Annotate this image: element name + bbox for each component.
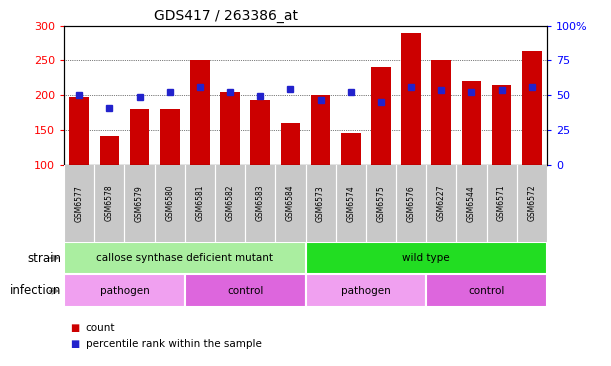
Text: callose synthase deficient mutant: callose synthase deficient mutant [97,253,273,263]
Bar [401,33,421,165]
Text: GSM6573: GSM6573 [316,185,325,221]
Bar [492,85,511,165]
Bar [280,123,300,165]
Text: GSM6544: GSM6544 [467,185,476,221]
Text: GSM6577: GSM6577 [75,185,84,221]
Bar [100,136,119,165]
Text: GSM6584: GSM6584 [286,185,295,221]
Text: GSM6576: GSM6576 [406,185,415,221]
Bar [306,242,547,274]
Text: GSM6575: GSM6575 [376,185,386,221]
Text: GSM6579: GSM6579 [135,185,144,221]
Bar [341,133,360,165]
Text: infection: infection [10,284,61,298]
Bar [311,95,331,165]
Bar [185,274,306,307]
Bar [64,274,185,307]
Text: ■: ■ [70,339,79,349]
Text: GSM6571: GSM6571 [497,185,506,221]
Bar [70,97,89,165]
Bar [130,109,149,165]
Bar [522,51,541,165]
Text: strain: strain [27,251,61,265]
Bar [306,274,426,307]
Text: pathogen: pathogen [341,286,390,296]
Text: GSM6582: GSM6582 [225,185,235,221]
Bar [64,242,306,274]
Text: GSM6578: GSM6578 [105,185,114,221]
Text: GSM6574: GSM6574 [346,185,355,221]
Text: GSM6227: GSM6227 [437,185,446,221]
Text: GSM6572: GSM6572 [527,185,536,221]
Bar [221,92,240,165]
Text: GSM6580: GSM6580 [165,185,174,221]
Text: wild type: wild type [403,253,450,263]
Text: GDS417 / 263386_at: GDS417 / 263386_at [154,9,298,23]
Text: GSM6581: GSM6581 [196,185,205,221]
Bar [426,274,547,307]
Bar [160,109,180,165]
Bar [251,100,270,165]
Text: control: control [227,286,263,296]
Bar [431,60,451,165]
Text: percentile rank within the sample: percentile rank within the sample [86,339,262,349]
Text: ■: ■ [70,322,79,333]
Bar [462,81,481,165]
Text: pathogen: pathogen [100,286,149,296]
Text: control: control [468,286,505,296]
Bar [190,60,210,165]
Text: count: count [86,322,115,333]
Text: GSM6583: GSM6583 [256,185,265,221]
Bar [371,67,390,165]
